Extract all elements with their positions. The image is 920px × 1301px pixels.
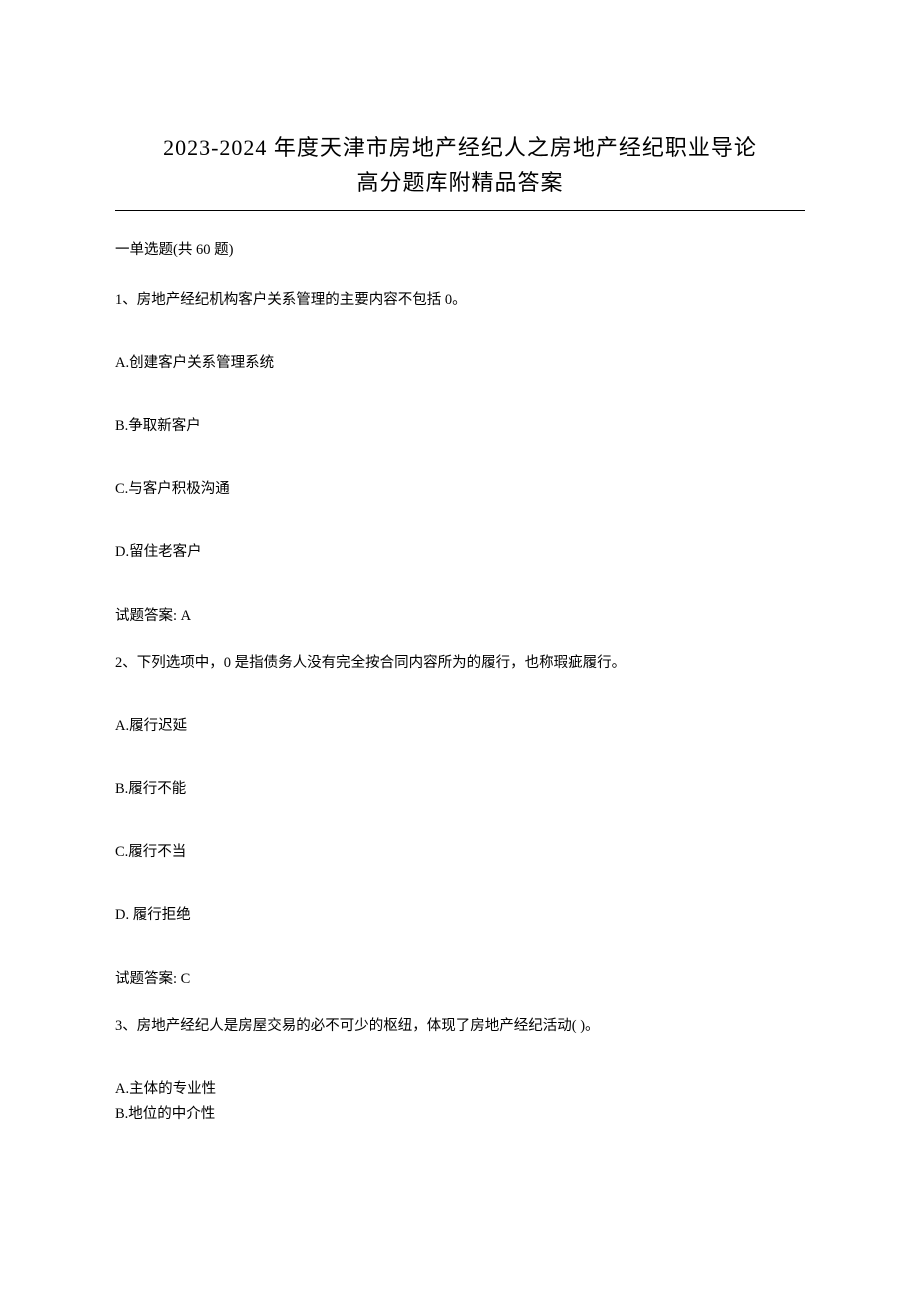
title-line-1: 2023-2024 年度天津市房地产经纪人之房地产经纪职业导论	[115, 130, 805, 165]
question-option-a: A.创建客户关系管理系统	[115, 352, 805, 375]
document-title-block: 2023-2024 年度天津市房地产经纪人之房地产经纪职业导论 高分题库附精品答…	[115, 130, 805, 200]
question-2: 2、下列选项中，0 是指债务人没有完全按合同内容所为的履行，也称瑕疵履行。 A.…	[115, 652, 805, 991]
question-stem: 2、下列选项中，0 是指债务人没有完全按合同内容所为的履行，也称瑕疵履行。	[115, 652, 805, 675]
question-option-c: C.与客户积极沟通	[115, 478, 805, 501]
question-option-b: B.争取新客户	[115, 415, 805, 438]
question-1: 1、房地产经纪机构客户关系管理的主要内容不包括 0。 A.创建客户关系管理系统 …	[115, 289, 805, 628]
question-option-a: A.主体的专业性	[115, 1078, 805, 1101]
title-line-2: 高分题库附精品答案	[115, 165, 805, 200]
question-option-b: B.履行不能	[115, 778, 805, 801]
question-answer: 试题答案: C	[115, 968, 805, 991]
question-stem: 1、房地产经纪机构客户关系管理的主要内容不包括 0。	[115, 289, 805, 312]
title-divider	[115, 210, 805, 211]
question-option-d: D. 履行拒绝	[115, 904, 805, 927]
question-option-c: C.履行不当	[115, 841, 805, 864]
section-header: 一单选题(共 60 题)	[115, 239, 805, 262]
question-3: 3、房地产经纪人是房屋交易的必不可少的枢纽，体现了房地产经纪活动( )。 A.主…	[115, 1015, 805, 1127]
question-option-b: B.地位的中介性	[115, 1103, 805, 1126]
question-option-a: A.履行迟延	[115, 715, 805, 738]
question-option-d: D.留住老客户	[115, 541, 805, 564]
question-stem: 3、房地产经纪人是房屋交易的必不可少的枢纽，体现了房地产经纪活动( )。	[115, 1015, 805, 1038]
question-answer: 试题答案: A	[115, 605, 805, 628]
